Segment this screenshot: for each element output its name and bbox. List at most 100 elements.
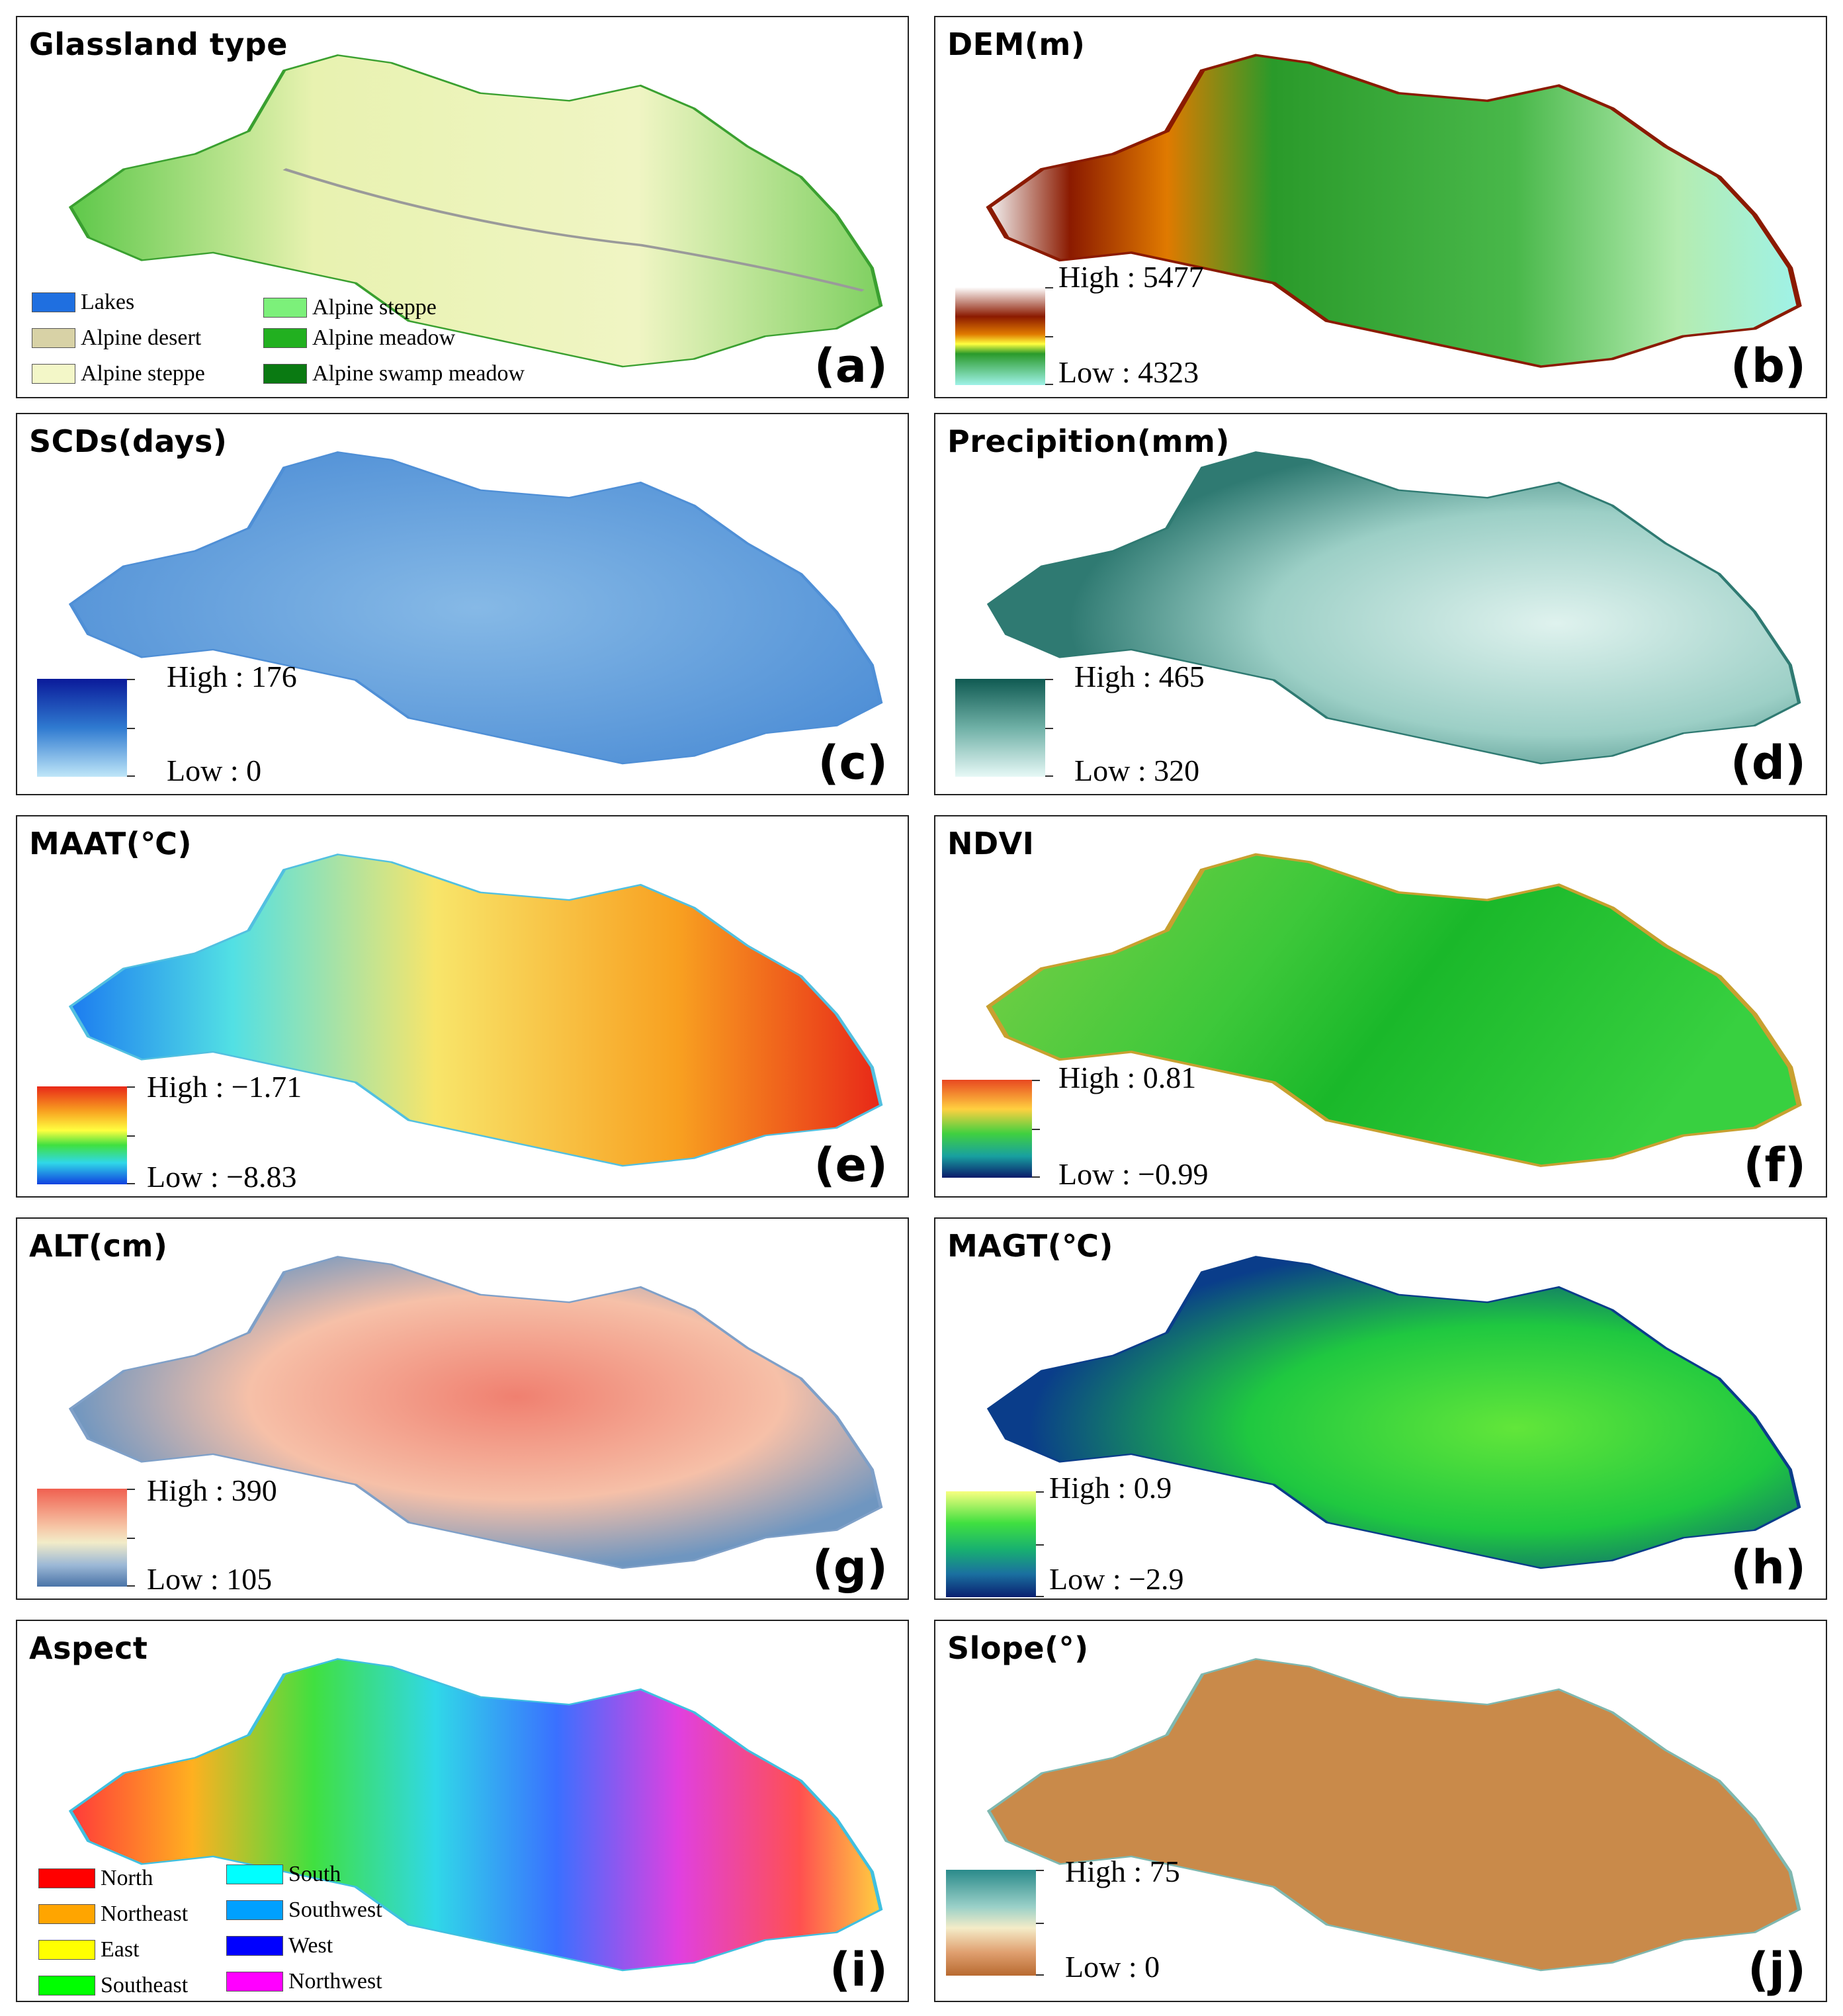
- legend-tick: [127, 1183, 135, 1184]
- legend-tick: [1032, 1129, 1040, 1130]
- panel-e: MAAT(℃) High : −1.71 Low : −8.83 (e): [16, 815, 909, 1198]
- scd-map: [17, 414, 908, 794]
- legend-swatch: [38, 1976, 95, 1995]
- legend-tick: [1045, 384, 1053, 385]
- legend-tick: [1045, 336, 1053, 337]
- panel-title: NDVI: [947, 826, 1035, 861]
- magt-map: [935, 1219, 1826, 1599]
- ndvi-map: [935, 816, 1826, 1196]
- legend-low-label: Low : 4323: [1058, 355, 1199, 389]
- legend-item: North: [38, 1866, 153, 1891]
- legend-tick: [1032, 1080, 1040, 1081]
- legend-item: East: [38, 1937, 140, 1962]
- legend-low-label: Low : −8.83: [147, 1160, 297, 1194]
- legend-high-label: High : 75: [1065, 1855, 1180, 1888]
- panel-title: Aspect: [29, 1630, 148, 1666]
- grassland-map: [17, 17, 908, 397]
- legend-high-label: High : 465: [1074, 660, 1205, 693]
- legend-color-ramp: [955, 287, 1045, 385]
- legend-item: South: [226, 1862, 341, 1887]
- legend-tick: [1036, 1870, 1044, 1871]
- legend-item: Lakes: [32, 290, 134, 315]
- panel-title: SCDs(days): [29, 423, 228, 459]
- legend-high-label: High : 390: [147, 1473, 277, 1507]
- legend-low-label: Low : 0: [1065, 1950, 1160, 1984]
- legend-tick: [1036, 1923, 1044, 1924]
- legend-tick: [127, 1538, 135, 1539]
- legend-swatch: [226, 1972, 283, 1992]
- panel-letter: (e): [814, 1138, 888, 1192]
- legend-tick: [127, 1489, 135, 1490]
- legend-tick: [1045, 775, 1053, 777]
- legend-color-ramp: [946, 1491, 1036, 1597]
- legend-swatch: [226, 1864, 283, 1884]
- legend-high-label: High : 0.81: [1058, 1061, 1197, 1094]
- panel-letter: (i): [830, 1943, 888, 1997]
- legend-tick: [1036, 1974, 1044, 1976]
- legend-tick: [127, 775, 135, 777]
- legend-color-ramp: [37, 679, 127, 777]
- panel-title: MAGT(℃): [947, 1228, 1113, 1264]
- legend-color-ramp: [946, 1870, 1036, 1976]
- legend-color-ramp: [37, 1489, 127, 1587]
- legend-high-label: High : 0.9: [1049, 1471, 1172, 1505]
- panel-letter: (g): [812, 1540, 888, 1595]
- legend-tick: [1036, 1491, 1044, 1493]
- legend-item: Alpine steppe: [32, 361, 205, 386]
- panel-letter: (a): [814, 339, 888, 393]
- panel-g: ALT(cm) High : 390 Low : 105 (g): [16, 1217, 909, 1600]
- panel-title: DEM(m): [947, 26, 1086, 62]
- legend-high-label: High : 5477: [1058, 260, 1204, 294]
- panel-letter: (b): [1730, 339, 1806, 393]
- legend-high-label: High : 176: [167, 660, 297, 693]
- legend-color-ramp: [37, 1086, 127, 1184]
- legend-color-ramp: [955, 679, 1045, 777]
- panel-letter: (j): [1748, 1943, 1806, 1997]
- legend-swatch: [32, 292, 75, 312]
- legend-item: Northeast: [38, 1902, 188, 1927]
- legend-tick: [1032, 1176, 1040, 1178]
- legend-low-label: Low : −2.9: [1049, 1562, 1184, 1596]
- legend-tick: [127, 1585, 135, 1587]
- legend-tick: [127, 1135, 135, 1137]
- legend-swatch: [263, 298, 307, 318]
- legend-swatch: [226, 1936, 283, 1956]
- legend-tick: [1045, 728, 1053, 729]
- legend-item: Alpine desert: [32, 326, 201, 351]
- legend-swatch: [38, 1868, 95, 1888]
- legend-item: Alpine steppe: [263, 295, 437, 320]
- legend-tick: [127, 679, 135, 680]
- legend-tick: [127, 728, 135, 729]
- legend-swatch: [32, 364, 75, 384]
- precipitation-map: [935, 414, 1826, 794]
- legend-item: Northwest: [226, 1969, 382, 1994]
- panel-letter: (c): [818, 736, 888, 790]
- aspect-map: [17, 1621, 908, 2001]
- legend-swatch: [38, 1904, 95, 1924]
- panel-letter: (h): [1731, 1540, 1806, 1595]
- legend-color-ramp: [942, 1080, 1032, 1178]
- panel-f: NDVI High : 0.81 Low : −0.99 (f): [934, 815, 1827, 1198]
- legend-swatch: [263, 328, 307, 348]
- legend-item: Southeast: [38, 1973, 188, 1998]
- legend-tick: [1036, 1596, 1044, 1597]
- panel-i: Aspect North Northeast East Southeast So…: [16, 1620, 909, 2002]
- legend-low-label: Low : 0: [167, 754, 262, 787]
- panel-c: SCDs(days) High : 176 Low : 0 (c): [16, 413, 909, 795]
- legend-swatch: [32, 328, 75, 348]
- panel-h: MAGT(℃) High : 0.9 Low : −2.9 (h): [934, 1217, 1827, 1600]
- alt-map: [17, 1219, 908, 1599]
- slope-map: [935, 1621, 1826, 2001]
- legend-swatch: [263, 364, 307, 384]
- legend-tick: [127, 1086, 135, 1088]
- panel-title: Slope(°): [947, 1630, 1089, 1666]
- legend-swatch: [38, 1940, 95, 1960]
- panel-title: ALT(cm): [29, 1228, 168, 1264]
- maat-map: [17, 816, 908, 1196]
- panel-letter: (d): [1730, 736, 1806, 790]
- panel-d: Precipition(mm) High : 465 Low : 320 (d): [934, 413, 1827, 795]
- panel-title: Glassland type: [29, 26, 288, 62]
- dem-map: [935, 17, 1826, 397]
- panel-letter: (f): [1743, 1138, 1806, 1192]
- panel-j: Slope(°) High : 75 Low : 0 (j): [934, 1620, 1827, 2002]
